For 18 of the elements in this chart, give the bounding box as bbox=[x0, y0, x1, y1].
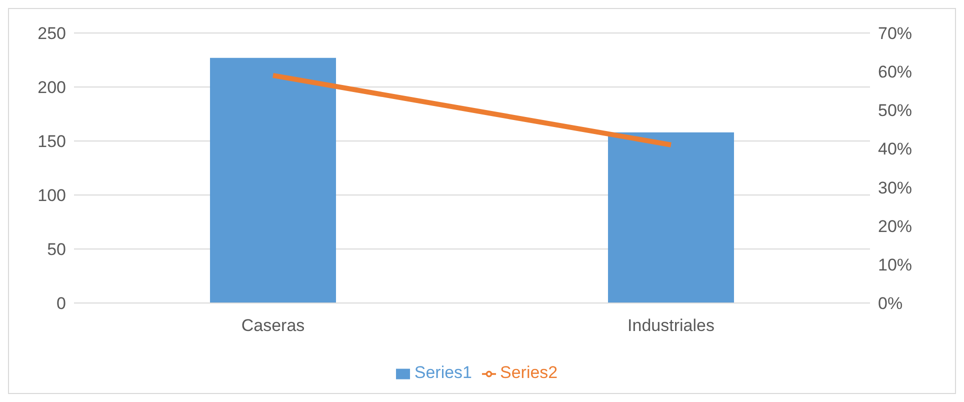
y2-tick-label: 40% bbox=[878, 140, 912, 159]
y-tick-label: 150 bbox=[38, 132, 66, 152]
legend-label: Series2 bbox=[500, 363, 558, 382]
y2-tick-label: 60% bbox=[878, 62, 912, 82]
y2-tick-label: 0% bbox=[878, 294, 903, 314]
y-tick-label: 100 bbox=[38, 186, 66, 206]
y2-tick-label: 10% bbox=[878, 255, 912, 274]
y-tick-label: 200 bbox=[38, 78, 66, 98]
y-tick-label: 250 bbox=[38, 24, 66, 44]
y-tick-label: 50 bbox=[47, 240, 66, 260]
legend-label: Series1 bbox=[414, 363, 472, 382]
y2-tick-label: 30% bbox=[878, 178, 912, 198]
y-tick-label: 0 bbox=[56, 294, 66, 314]
x-tick-label: Caseras bbox=[241, 316, 305, 336]
y2-tick-label: 70% bbox=[878, 24, 912, 44]
y2-tick-label: 20% bbox=[878, 216, 912, 236]
x-tick-label: Industriales bbox=[628, 316, 714, 336]
y2-tick-label: 50% bbox=[878, 101, 912, 120]
